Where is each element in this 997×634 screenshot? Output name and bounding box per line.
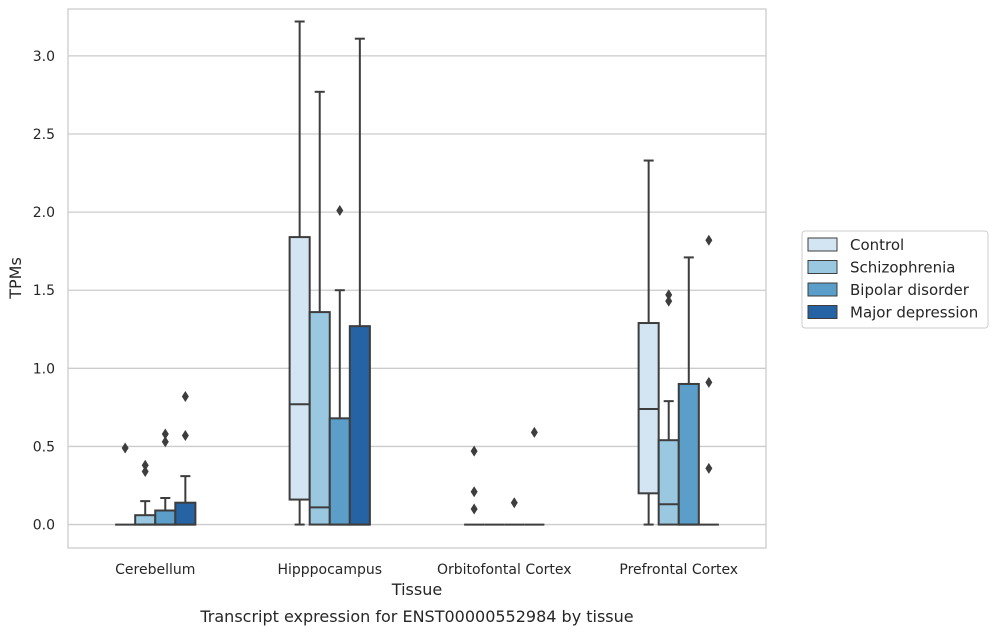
outlier-point bbox=[141, 459, 149, 471]
outlier-point bbox=[705, 462, 713, 474]
outlier-point bbox=[470, 445, 478, 457]
outlier-point bbox=[181, 430, 189, 442]
outlier-point bbox=[470, 486, 478, 498]
outlier-point bbox=[510, 497, 518, 509]
box-major-depression bbox=[348, 37, 371, 526]
box-body bbox=[308, 311, 331, 526]
outlier-point bbox=[161, 428, 169, 440]
y-tick-label: 0.0 bbox=[33, 518, 55, 534]
legend-label: Control bbox=[850, 236, 904, 254]
outlier-point bbox=[705, 376, 713, 388]
box-body bbox=[657, 439, 680, 526]
box-schizophrenia bbox=[657, 289, 680, 526]
outlier-point bbox=[665, 289, 673, 301]
legend-label: Bipolar disorder bbox=[850, 281, 970, 299]
y-axis-ticks: 0.0 0.5 1.0 1.5 2.0 2.5 3.0 bbox=[33, 49, 55, 534]
legend-frame bbox=[801, 230, 989, 329]
chart-title: Transcript expression for ENST0000055298… bbox=[199, 607, 633, 626]
box-body bbox=[328, 417, 351, 526]
box-bipolar-disorder bbox=[677, 256, 700, 526]
x-tick-label: Orbitofontal Cortex bbox=[437, 562, 572, 578]
y-tick-label: 1.0 bbox=[33, 361, 55, 377]
plot-frame bbox=[67, 8, 767, 549]
y-tick-label: 0.5 bbox=[33, 439, 55, 455]
box-body bbox=[174, 501, 197, 526]
legend-swatch bbox=[807, 305, 838, 319]
box-body bbox=[348, 325, 371, 526]
legend-swatch bbox=[807, 282, 838, 297]
x-axis-label: Tissue bbox=[391, 580, 442, 599]
y-axis-label: TPMs bbox=[6, 257, 25, 300]
legend-swatch bbox=[807, 237, 838, 252]
box-bipolar-disorder bbox=[154, 428, 177, 526]
x-tick-label: Hipppocampus bbox=[277, 562, 382, 578]
x-tick-label: Cerebellum bbox=[115, 562, 195, 578]
boxes bbox=[115, 20, 719, 526]
box-bipolar-disorder bbox=[328, 205, 351, 526]
y-tick-label: 3.0 bbox=[33, 49, 55, 65]
box-body bbox=[134, 514, 157, 526]
legend-label: Major depression bbox=[850, 304, 978, 322]
y-tick-label: 1.5 bbox=[33, 283, 55, 299]
outlier-point bbox=[705, 234, 713, 246]
box-control bbox=[637, 159, 660, 526]
outlier-point bbox=[121, 442, 129, 454]
outlier-point bbox=[665, 295, 673, 307]
legend-label: Schizophrenia bbox=[850, 259, 955, 277]
box-bipolar-disorder bbox=[504, 497, 525, 526]
box-major-depression bbox=[524, 426, 545, 526]
outlier-point bbox=[336, 205, 344, 217]
box-body bbox=[677, 382, 700, 526]
legend-swatch bbox=[807, 260, 838, 274]
box-major-depression bbox=[174, 390, 197, 526]
grid-lines bbox=[68, 55, 766, 526]
outlier-point bbox=[141, 465, 149, 477]
box-control bbox=[115, 442, 136, 526]
x-tick-label: Prefrontal Cortex bbox=[619, 562, 738, 578]
box-control bbox=[288, 20, 311, 526]
y-tick-label: 2.5 bbox=[33, 127, 55, 143]
legend: Control Schizophrenia Bipolar disorder Majo… bbox=[801, 230, 989, 329]
outlier-point bbox=[161, 436, 169, 448]
y-tick-label: 2.0 bbox=[33, 205, 55, 221]
box-control bbox=[464, 445, 485, 526]
box-schizophrenia bbox=[308, 90, 331, 526]
outlier-point bbox=[470, 503, 478, 515]
outlier-point bbox=[181, 390, 189, 402]
outlier-point bbox=[530, 426, 538, 438]
box-major-depression bbox=[698, 234, 719, 526]
box-body bbox=[288, 236, 311, 501]
box-body bbox=[154, 509, 177, 526]
x-axis-ticks: Cerebellum Hipppocampus Orbitofontal Corte… bbox=[115, 562, 738, 578]
box-schizophrenia bbox=[134, 459, 157, 526]
